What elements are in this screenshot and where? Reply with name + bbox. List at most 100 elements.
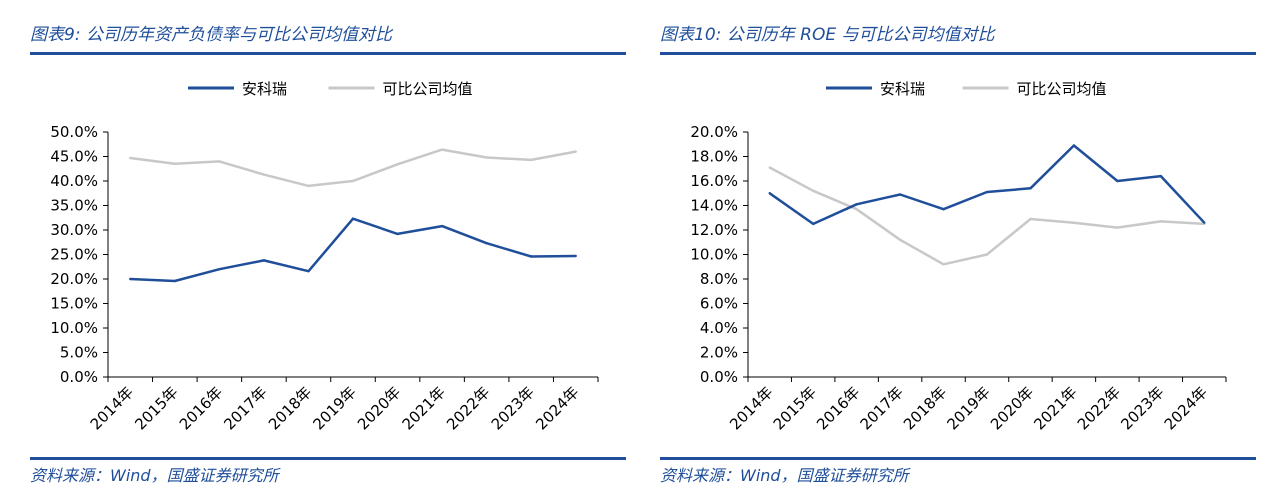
data-point-0 [307, 269, 310, 273]
series-line-0 [768, 144, 1206, 226]
x-tick-label: 2020年 [987, 383, 1037, 433]
y-tick-label: 2.0% [700, 344, 738, 362]
data-point-0 [1072, 144, 1076, 147]
y-tick-label: 14.0% [690, 197, 738, 215]
data-point-0 [529, 255, 533, 258]
y-tick-label: 45.0% [50, 148, 98, 166]
data-point-0 [1116, 179, 1119, 183]
x-tick-label: 2024年 [1161, 383, 1211, 433]
x-tick-label: 2019年 [943, 383, 993, 433]
data-point-1 [574, 150, 577, 153]
figure-title: 公司历年资产负债率与可比公司均值对比 [85, 25, 392, 45]
x-tick-label: 2022年 [443, 383, 493, 433]
figure-label: 图表9: [30, 25, 81, 45]
data-point-1 [811, 189, 815, 192]
chart-panel-debt-ratio: 图表9: 公司历年资产负债率与可比公司均值对比 安科瑞 可比公司均值 0.0% 5.0… [30, 0, 630, 492]
legend-label-0: 安科瑞 [880, 80, 925, 98]
data-point-1 [129, 156, 132, 160]
data-point-1 [440, 148, 444, 151]
y-tick-label: 4.0% [700, 319, 738, 337]
data-point-0 [1029, 187, 1032, 190]
x-tick-label: 2021年 [1030, 383, 1080, 433]
y-tick-label: 50.0% [50, 123, 98, 141]
data-point-1 [898, 238, 902, 241]
x-tick-label: 2024年 [532, 383, 582, 433]
data-point-0 [396, 232, 399, 236]
chart-title: 图表9: 公司历年资产负债率与可比公司均值对比 [30, 20, 392, 45]
figure-title: 公司历年 ROE 与可比公司均值对比 [726, 25, 995, 45]
y-tick-label: 0.0% [700, 368, 738, 386]
data-point-0 [351, 217, 355, 220]
data-point-1 [1029, 217, 1032, 221]
data-point-0 [262, 259, 266, 262]
y-tick-label: 20.0% [50, 270, 98, 288]
x-tick-label: 2021年 [399, 383, 449, 433]
data-point-1 [351, 179, 355, 183]
data-point-0 [574, 254, 577, 258]
chart-panel-roe: 图表10: 公司历年 ROE 与可比公司均值对比 安科瑞 可比公司均值 0.0% 2.… [660, 0, 1260, 492]
data-point-1 [1116, 226, 1119, 229]
y-tick-label: 30.0% [50, 221, 98, 239]
y-tick-label: 16.0% [690, 172, 738, 190]
y-tick-label: 35.0% [50, 197, 98, 215]
data-point-0 [942, 207, 945, 211]
data-point-0 [768, 192, 771, 195]
debt-ratio-line-chart: 安科瑞 可比公司均值 0.0% 5.0% 10.0% 15.0% 20.0% 25.0% 30.… [50, 80, 599, 433]
x-tick-label: 2017年 [857, 383, 907, 433]
data-point-0 [173, 279, 177, 283]
data-point-0 [855, 203, 858, 206]
y-tick-label: 40.0% [50, 172, 98, 190]
data-point-1 [529, 158, 533, 162]
y-tick-label: 20.0% [690, 123, 738, 141]
data-point-1 [262, 173, 266, 176]
legend-label-1: 可比公司均值 [1017, 80, 1107, 98]
y-tick-label: 0.0% [60, 368, 98, 386]
y-tick-label: 10.0% [50, 319, 98, 337]
data-point-1 [1072, 221, 1076, 224]
data-point-1 [768, 166, 771, 169]
legend-label-0: 安科瑞 [242, 80, 287, 98]
source-divider [660, 457, 1256, 460]
x-tick-label: 2015年 [770, 383, 820, 433]
data-point-1 [173, 162, 177, 166]
data-point-0 [440, 224, 444, 228]
x-tick-label: 2016年 [813, 383, 863, 433]
data-point-1 [218, 160, 221, 163]
y-tick-label: 6.0% [700, 295, 738, 313]
y-tick-label: 15.0% [50, 295, 98, 313]
series-line-1 [769, 166, 1205, 266]
x-tick-label: 2014年 [726, 383, 776, 433]
data-point-1 [1159, 220, 1163, 223]
data-point-0 [985, 190, 989, 194]
data-point-0 [811, 222, 815, 226]
data-point-1 [485, 156, 488, 159]
x-tick-label: 2023年 [488, 383, 538, 433]
title-divider [660, 52, 1256, 55]
source-note: 资料来源：Wind，国盛证券研究所 [30, 466, 279, 485]
y-tick-label: 25.0% [50, 246, 98, 264]
legend-label-1: 可比公司均值 [383, 80, 473, 98]
x-tick-label: 2015年 [131, 383, 181, 433]
x-tick-label: 2022年 [1074, 383, 1124, 433]
x-tick-label: 2023年 [1117, 383, 1167, 433]
roe-line-chart: 安科瑞 可比公司均值 0.0% 2.0% 4.0% 6.0% 8.0% 10.0% 12.0% 1… [690, 80, 1227, 433]
data-point-0 [129, 277, 132, 281]
chart-title: 图表10: 公司历年 ROE 与可比公司均值对比 [660, 20, 995, 45]
y-tick-label: 5.0% [60, 344, 98, 362]
data-point-1 [396, 163, 399, 166]
data-point-1 [985, 253, 989, 256]
x-tick-label: 2019年 [309, 383, 359, 433]
data-point-0 [485, 242, 488, 245]
data-point-1 [942, 263, 945, 266]
data-point-0 [1159, 174, 1163, 178]
data-point-1 [855, 207, 858, 211]
x-tick-label: 2018年 [900, 383, 950, 433]
data-point-1 [307, 184, 310, 188]
y-tick-label: 12.0% [690, 221, 738, 239]
figure-label: 图表10: [660, 25, 722, 45]
source-note: 资料来源：Wind，国盛证券研究所 [660, 466, 909, 485]
x-tick-label: 2018年 [265, 383, 315, 433]
data-point-0 [898, 193, 902, 196]
title-divider [30, 52, 626, 55]
series-line-0 [130, 217, 576, 283]
